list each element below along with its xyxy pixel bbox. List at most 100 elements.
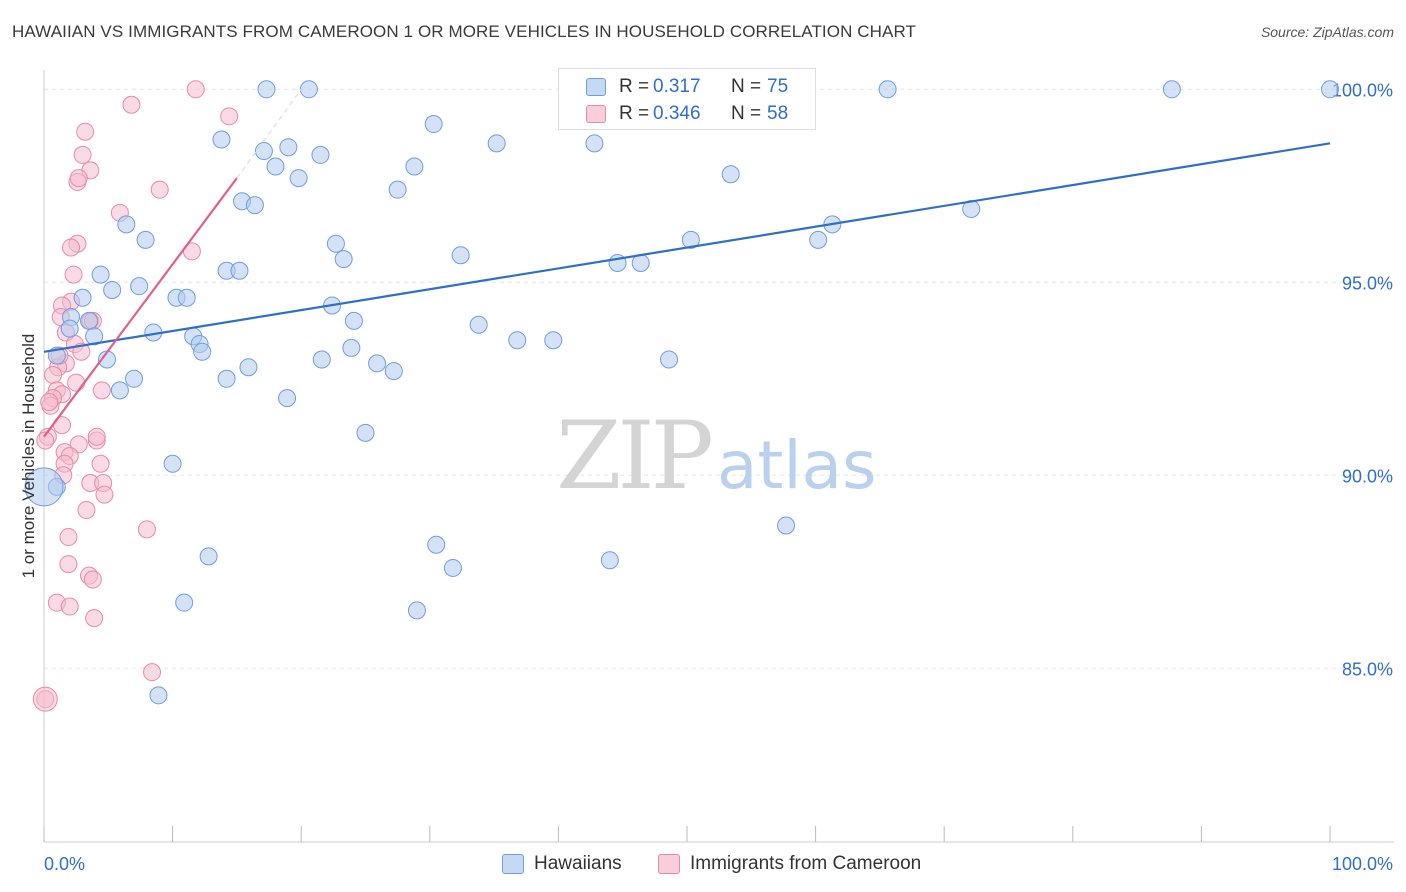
hawaiian-point [312, 350, 331, 369]
hawaiian-point [193, 342, 212, 361]
cameroon-point [62, 238, 81, 257]
bottom-legend-swatch-blue [502, 854, 524, 874]
hawaiian-point [344, 311, 363, 330]
hawaiian-point [777, 516, 796, 535]
hawaiian-point [212, 130, 231, 149]
cameroon-point [40, 392, 59, 411]
hawaiian-point [600, 551, 619, 570]
hawaiian-point [278, 389, 297, 408]
hawaiian-point [388, 180, 407, 199]
hawaiian-point [239, 358, 258, 377]
hawaiian-point [356, 423, 375, 442]
cameroon-point [36, 431, 55, 450]
cameroon-point [77, 501, 96, 520]
legend-r-label: R = [619, 103, 650, 124]
legend-n-value: 58 [767, 103, 789, 124]
cameroon-points [32, 80, 239, 712]
bottom-legend-hawaiians: Hawaiians [502, 852, 622, 876]
cameroon-point [87, 427, 106, 446]
hawaiian-point [544, 331, 563, 350]
hawaiian-point [91, 265, 110, 284]
cameroon-point [150, 180, 169, 199]
cameroon-point [44, 365, 63, 384]
legend-n-value: 75 [767, 76, 789, 97]
cameroon-point [137, 520, 156, 539]
hawaiian-point [73, 288, 92, 307]
cameroon-point [83, 570, 102, 589]
legend-r-value: 0.346 [653, 103, 701, 124]
watermark-atlas: atlas [717, 427, 877, 504]
bottom-legend-cameroon: Immigrants from Cameroon [658, 852, 921, 876]
hawaiian-point [199, 547, 218, 566]
bottom-legend-label: Hawaiians [534, 853, 622, 874]
cameroon-point [122, 95, 141, 114]
cameroon-point [76, 122, 95, 141]
hawaiian-point [1162, 80, 1181, 99]
hawaiian-point [103, 281, 122, 300]
hawaiian-point [289, 169, 308, 188]
hawaiian-point [407, 601, 426, 620]
cameroon-point [92, 381, 111, 400]
hawaiian-point [681, 230, 700, 249]
legend-r-label: R = [619, 76, 650, 97]
hawaiian-point [177, 288, 196, 307]
hawaiian-point [125, 369, 144, 388]
cameroon-point [91, 454, 110, 473]
y-tick-label: 95.0% [1342, 273, 1393, 293]
hawaiian-point [80, 311, 99, 330]
axis-layer: 100.0% 95.0% 90.0% 85.0% 0.0% 100.0% [43, 70, 1394, 874]
correlation-legend: R = 0.317 N = 75 R = 0.346 N = 58 [558, 68, 816, 130]
hawaiian-trend-line [43, 142, 1331, 353]
trend-lines [43, 88, 1331, 438]
source-label: Source: ZipAtlas.com [1260, 24, 1394, 40]
hawaiian-point [368, 354, 387, 373]
hawaiian-point [405, 157, 424, 176]
y-tick-label: 100.0% [1332, 80, 1393, 100]
hawaiian-point [311, 145, 330, 164]
hawaiian-point [427, 535, 446, 554]
hawaiian-point [1321, 80, 1339, 99]
hawaiian-point [24, 467, 64, 507]
cameroon-point [95, 485, 114, 504]
y-tick-label: 90.0% [1342, 466, 1393, 486]
hawaiian-point [443, 558, 462, 577]
hawaiian-point [721, 165, 740, 184]
watermark: ZIP atlas [556, 402, 876, 511]
hawaiian-point [585, 134, 604, 153]
hawaiian-point [809, 230, 828, 249]
cameroon-point [85, 609, 104, 628]
hawaiian-point [424, 115, 443, 134]
hawaiian-point [384, 362, 403, 381]
cameroon-trend-line [43, 177, 238, 438]
legend-swatch-pink [586, 105, 606, 123]
hawaiian-point [279, 138, 298, 157]
hawaiian-point [130, 277, 149, 296]
cameroon-point [64, 265, 83, 284]
y-tick-label: 85.0% [1342, 659, 1393, 679]
bottom-legend-label: Immigrants from Cameroon [690, 853, 922, 874]
hawaiian-point [326, 234, 345, 253]
hawaiian-point [469, 315, 488, 334]
hawaiian-point [266, 157, 285, 176]
axis-labels: 1 or more Vehicles in Household [19, 334, 38, 579]
cameroon-trend-extension [236, 88, 302, 179]
x-tick-label: 0.0% [44, 854, 85, 874]
hawaiian-point [342, 338, 361, 357]
legend-swatch-blue [586, 78, 606, 96]
cameroon-point [186, 80, 205, 99]
legend-n-label: N = [731, 103, 762, 124]
legend-n-label: N = [731, 76, 762, 97]
hawaiian-point [117, 215, 136, 234]
cameroon-point [69, 169, 88, 188]
cameroon-point [220, 107, 239, 126]
hawaiian-point [136, 230, 155, 249]
hawaiian-point [659, 350, 678, 369]
grid-layer [44, 88, 1394, 669]
x-tick-label: 100.0% [1332, 854, 1393, 874]
hawaiian-point [508, 331, 527, 350]
hawaiian-point [451, 246, 470, 265]
hawaiian-point [60, 319, 79, 338]
hawaiian-point [878, 80, 897, 99]
hawaiian-point [85, 327, 104, 346]
hawaiian-point [230, 261, 249, 280]
